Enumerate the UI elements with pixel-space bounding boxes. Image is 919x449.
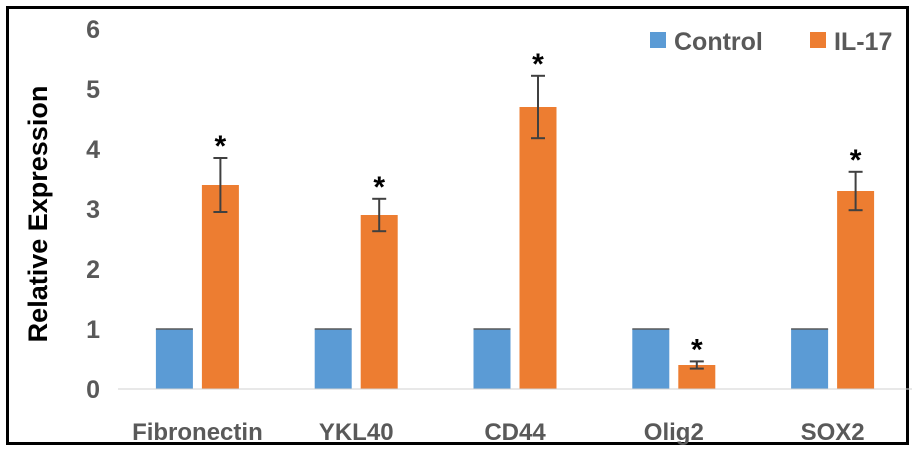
legend-label: IL-17 [834,28,892,56]
y-tick-label: 6 [86,16,100,44]
legend: Control IL-17 [650,28,892,56]
y-tick-label: 3 [86,196,100,224]
bar-control [155,329,193,389]
x-tick-label: YKL40 [319,419,394,446]
y-tick-label: 1 [86,316,100,344]
y-tick-label: 2 [86,256,100,284]
x-tick-label: Olig2 [644,419,704,446]
significance-star: * [691,333,703,366]
x-axis-labels: Fibronectin YKL40 CD44 Olig2 SOX2 [132,419,865,446]
x-tick-label: Fibronectin [132,419,263,446]
x-tick-label: CD44 [484,419,546,446]
legend-swatch [650,32,666,48]
bar-control [314,329,352,389]
error-bars [155,74,863,370]
significance-star: * [532,48,544,81]
legend-label: Control [674,28,763,56]
legend-swatch [810,32,826,48]
significance-star: * [373,171,385,204]
y-tick-label: 5 [86,76,100,104]
y-tick-label: 0 [86,376,100,404]
bar-il-17 [837,191,875,389]
bars [155,107,875,389]
bar-control [473,329,511,389]
bar-il-17 [360,215,398,389]
bar-il-17 [519,107,557,389]
y-axis-label: Relative Expression [23,86,53,343]
y-axis-ticks: 0 1 2 3 4 5 6 [86,16,100,404]
bar-control [791,329,829,389]
significance-markers: * * * * * [215,48,862,367]
bar-control [632,329,670,389]
significance-star: * [215,130,227,163]
bar-il-17 [201,185,239,389]
y-tick-label: 4 [86,136,100,164]
significance-star: * [850,144,862,177]
x-tick-label: SOX2 [801,419,865,446]
